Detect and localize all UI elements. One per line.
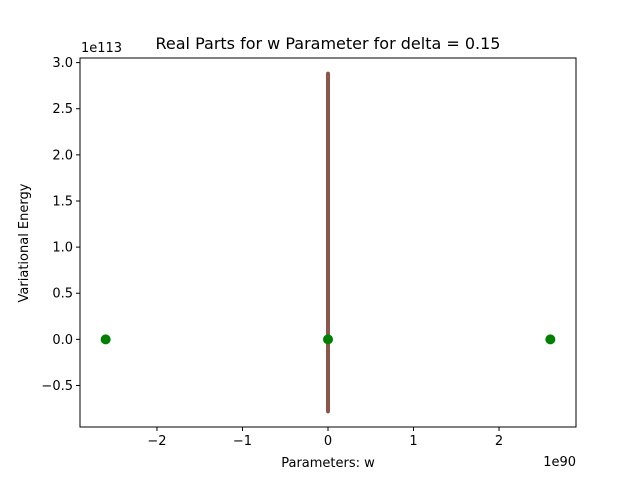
data-point — [545, 334, 556, 345]
x-tick-label: −1 — [233, 434, 252, 449]
series-1 — [100, 334, 556, 345]
y-tick-label: 2.5 — [52, 102, 73, 117]
x-axis-label: Parameters: w — [281, 456, 375, 471]
axis-ticks: −2 −1 0 1 2 −0.5 0.0 0.5 1.0 1.5 2.0 2.5 3.0 — [41, 56, 503, 449]
plot-frame — [79, 57, 577, 428]
x-tick-label: 1 — [409, 434, 417, 449]
y-axis-label: Variational Energy — [17, 183, 32, 302]
y-tick-label: 3.0 — [52, 56, 73, 71]
y-tick-label: −0.5 — [41, 379, 73, 394]
y-tick-label: 0.0 — [52, 333, 73, 348]
x-tick-label: 0 — [324, 434, 332, 449]
y-tick-label: 1.5 — [52, 194, 73, 209]
y-tick-label: 0.5 — [52, 287, 73, 302]
chart-title: Real Parts for w Parameter for delta = 0… — [156, 34, 501, 53]
y-axis-offset-label: 1e113 — [81, 41, 122, 56]
y-tick-label: 1.0 — [52, 241, 73, 256]
x-axis-offset-label: 1e90 — [543, 455, 576, 470]
x-tick-label: 2 — [495, 434, 503, 449]
x-tick-label: −2 — [147, 434, 166, 449]
plot-area — [100, 71, 556, 414]
y-tick-label: 2.0 — [52, 148, 73, 163]
data-point — [323, 334, 333, 345]
data-point — [100, 334, 111, 345]
